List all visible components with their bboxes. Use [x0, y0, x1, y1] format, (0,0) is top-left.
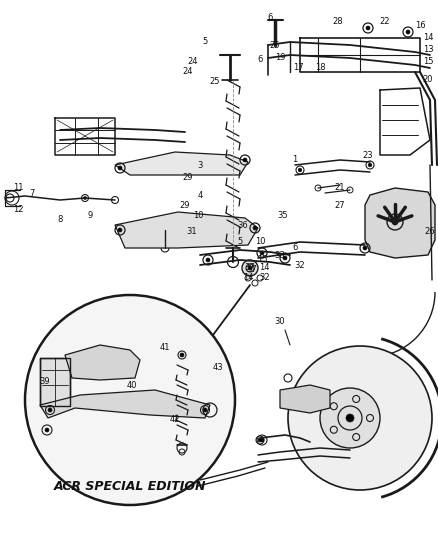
Text: 25: 25: [270, 41, 280, 50]
Text: 29: 29: [180, 200, 190, 209]
Text: 17: 17: [293, 63, 303, 72]
Polygon shape: [115, 152, 248, 175]
Text: 6: 6: [292, 244, 298, 253]
Circle shape: [288, 346, 432, 490]
Circle shape: [253, 226, 257, 230]
Circle shape: [48, 408, 52, 412]
Text: 9: 9: [87, 211, 92, 220]
Circle shape: [243, 158, 247, 162]
Text: 13: 13: [423, 45, 433, 54]
Circle shape: [368, 163, 372, 167]
Circle shape: [298, 168, 302, 172]
Polygon shape: [365, 188, 435, 258]
Circle shape: [406, 30, 410, 34]
Circle shape: [260, 251, 264, 255]
Text: 3: 3: [197, 160, 203, 169]
Text: 39: 39: [40, 377, 50, 386]
Circle shape: [118, 166, 122, 170]
Text: 14: 14: [259, 263, 269, 272]
Circle shape: [180, 353, 184, 357]
Circle shape: [242, 260, 258, 276]
Text: 15: 15: [423, 58, 433, 67]
Text: 41: 41: [160, 343, 170, 352]
Text: 32: 32: [295, 261, 305, 270]
Text: 24: 24: [188, 58, 198, 67]
Text: 16: 16: [415, 20, 425, 29]
Circle shape: [203, 408, 207, 412]
Text: ACR SPECIAL EDITION: ACR SPECIAL EDITION: [54, 481, 206, 494]
Circle shape: [283, 256, 287, 260]
Polygon shape: [280, 385, 330, 413]
Polygon shape: [65, 345, 140, 380]
Text: 27: 27: [335, 200, 345, 209]
Text: 28: 28: [333, 18, 343, 27]
Text: 5: 5: [237, 238, 243, 246]
Text: 35: 35: [278, 211, 288, 220]
Circle shape: [392, 219, 398, 225]
Text: 24: 24: [183, 68, 193, 77]
Circle shape: [366, 26, 370, 30]
Text: 37: 37: [247, 265, 258, 274]
Text: 21: 21: [335, 183, 345, 192]
Text: 43: 43: [213, 362, 223, 372]
Circle shape: [118, 228, 122, 232]
Text: 6: 6: [267, 13, 273, 22]
Circle shape: [248, 266, 252, 270]
Polygon shape: [115, 212, 258, 248]
Text: 4: 4: [198, 190, 203, 199]
Text: 36: 36: [238, 221, 248, 230]
Text: 19: 19: [275, 53, 285, 62]
Text: 7: 7: [29, 190, 35, 198]
Text: 37: 37: [245, 263, 255, 272]
Text: 33: 33: [275, 251, 286, 260]
Text: 11: 11: [13, 183, 23, 192]
Text: 31: 31: [187, 228, 197, 237]
Circle shape: [25, 295, 235, 505]
Circle shape: [363, 246, 367, 250]
Text: 6: 6: [257, 55, 263, 64]
Text: 30: 30: [275, 318, 285, 327]
Circle shape: [84, 197, 86, 199]
Text: 5: 5: [202, 37, 208, 46]
Text: 10: 10: [255, 238, 265, 246]
Text: 14: 14: [423, 34, 433, 43]
Circle shape: [260, 438, 264, 442]
Text: 10: 10: [193, 211, 203, 220]
Circle shape: [258, 438, 262, 442]
Text: 8: 8: [57, 215, 63, 224]
Text: 1: 1: [293, 156, 298, 165]
Text: 20: 20: [423, 76, 433, 85]
Text: 32: 32: [260, 273, 270, 282]
Text: 42: 42: [170, 416, 180, 424]
Circle shape: [45, 428, 49, 432]
Bar: [40, 358, 70, 406]
Text: 12: 12: [13, 206, 23, 214]
Text: 23: 23: [363, 150, 373, 159]
Circle shape: [320, 388, 380, 448]
Circle shape: [346, 414, 354, 422]
Text: 25: 25: [210, 77, 220, 86]
Circle shape: [206, 258, 210, 262]
Polygon shape: [40, 390, 210, 418]
Text: 26: 26: [425, 228, 435, 237]
Text: 14: 14: [243, 273, 253, 282]
Text: 22: 22: [380, 18, 390, 27]
Text: 40: 40: [127, 381, 137, 390]
Text: 15: 15: [257, 255, 267, 264]
Text: 29: 29: [183, 174, 193, 182]
Text: 18: 18: [314, 63, 325, 72]
